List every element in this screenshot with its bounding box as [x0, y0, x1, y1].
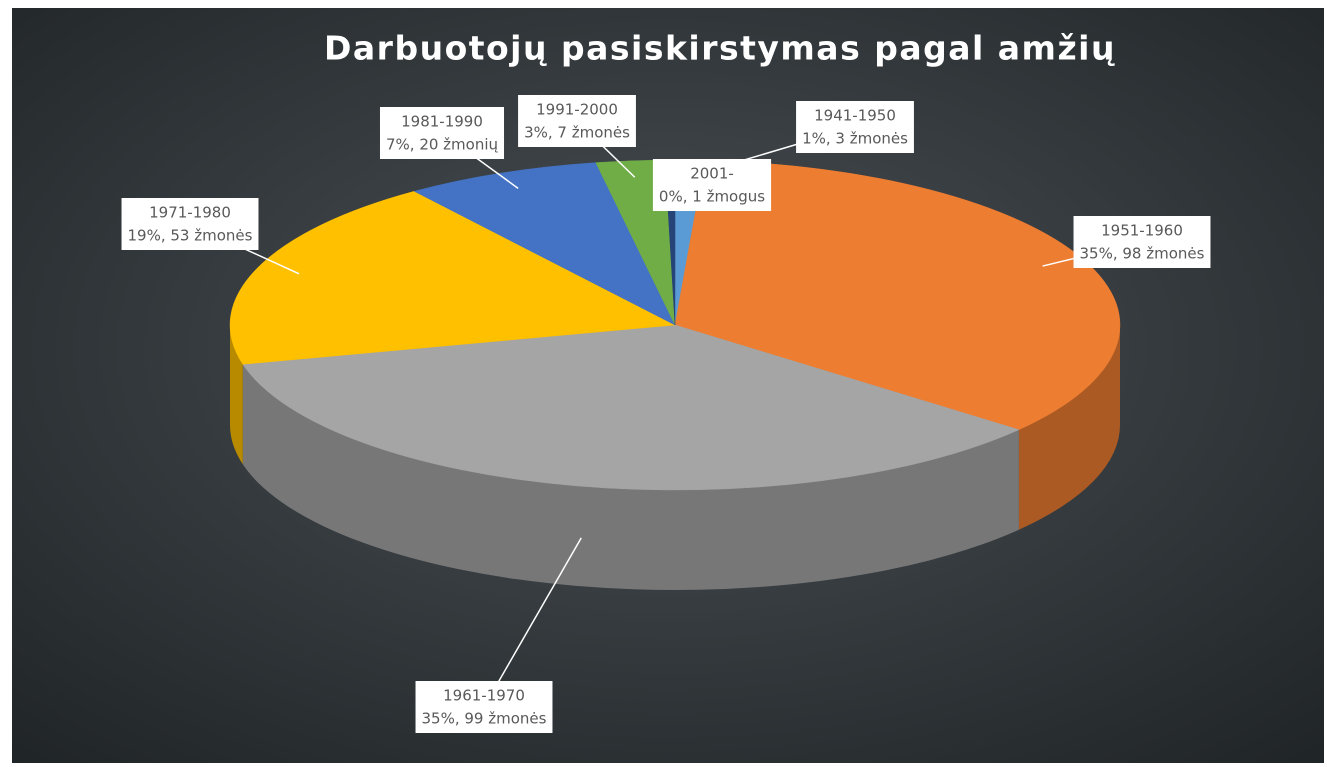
pie-sides — [230, 325, 1120, 590]
data-label: 1951-1960 35%, 98 žmonės — [1073, 216, 1211, 268]
slice-side — [242, 364, 1019, 590]
label-value: 7%, 20 žmonių — [386, 136, 499, 154]
label-category: 1981-1990 — [401, 113, 483, 131]
label-value: 0%, 1 žmogus — [659, 188, 765, 206]
label-category: 1961-1970 — [443, 687, 525, 705]
label-box — [379, 107, 505, 159]
label-category: 2001- — [690, 165, 734, 183]
label-value: 35%, 99 žmonės — [422, 710, 547, 728]
data-label: 2001- 0%, 1 žmogus — [652, 159, 772, 211]
label-box — [415, 681, 553, 733]
slice — [242, 324, 1020, 491]
label-value: 1%, 3 žmonės — [802, 130, 908, 148]
chart-title: Darbuotojų pasiskirstymas pagal amžių — [324, 29, 1116, 68]
label-category: 1951-1960 — [1101, 222, 1183, 240]
slice — [413, 162, 676, 326]
slice-side — [230, 325, 243, 465]
label-category: 1971-1980 — [149, 204, 231, 222]
leader-line — [483, 537, 582, 708]
label-box — [652, 159, 772, 211]
label-box — [796, 101, 914, 153]
label-value: 19%, 53 žmonės — [128, 227, 253, 245]
data-label: 1991-2000 3%, 7 žmonės — [518, 95, 636, 147]
data-label: 1961-1970 35%, 99 žmonės — [415, 681, 553, 733]
label-box — [121, 198, 259, 250]
data-label: 1981-1990 7%, 20 žmonių — [379, 107, 505, 159]
slice — [229, 191, 676, 365]
label-category: 1941-1950 — [814, 107, 896, 125]
data-labels: 1941-1950 1%, 3 žmonės 1951-1960 35%, 98 žm… — [121, 95, 1211, 733]
slice-side — [1018, 325, 1120, 530]
data-label: 1971-1980 19%, 53 žmonės — [121, 198, 259, 250]
data-label: 1941-1950 1%, 3 žmonės — [796, 101, 914, 153]
label-category: 1991-2000 — [536, 101, 618, 119]
label-value: 3%, 7 žmonės — [524, 124, 630, 142]
label-value: 35%, 98 žmonės — [1080, 245, 1205, 263]
label-box — [518, 95, 636, 147]
label-box — [1073, 216, 1211, 268]
